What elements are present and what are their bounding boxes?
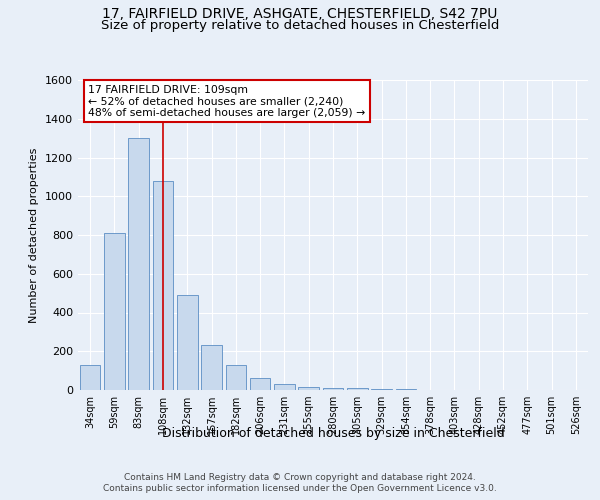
Bar bbox=[250, 378, 271, 390]
Y-axis label: Number of detached properties: Number of detached properties bbox=[29, 148, 40, 322]
Bar bbox=[274, 384, 295, 390]
Text: Distribution of detached houses by size in Chesterfield: Distribution of detached houses by size … bbox=[161, 428, 505, 440]
Bar bbox=[104, 233, 125, 390]
Bar bbox=[80, 365, 100, 390]
Text: Size of property relative to detached houses in Chesterfield: Size of property relative to detached ho… bbox=[101, 19, 499, 32]
Bar bbox=[152, 180, 173, 390]
Bar bbox=[371, 389, 392, 390]
Bar bbox=[201, 346, 222, 390]
Bar bbox=[323, 388, 343, 390]
Bar bbox=[128, 138, 149, 390]
Text: Contains public sector information licensed under the Open Government Licence v3: Contains public sector information licen… bbox=[103, 484, 497, 493]
Text: Contains HM Land Registry data © Crown copyright and database right 2024.: Contains HM Land Registry data © Crown c… bbox=[124, 472, 476, 482]
Bar bbox=[226, 365, 246, 390]
Bar bbox=[298, 387, 319, 390]
Text: 17, FAIRFIELD DRIVE, ASHGATE, CHESTERFIELD, S42 7PU: 17, FAIRFIELD DRIVE, ASHGATE, CHESTERFIE… bbox=[103, 8, 497, 22]
Text: 17 FAIRFIELD DRIVE: 109sqm
← 52% of detached houses are smaller (2,240)
48% of s: 17 FAIRFIELD DRIVE: 109sqm ← 52% of deta… bbox=[88, 84, 365, 118]
Bar bbox=[177, 295, 197, 390]
Bar bbox=[347, 388, 368, 390]
